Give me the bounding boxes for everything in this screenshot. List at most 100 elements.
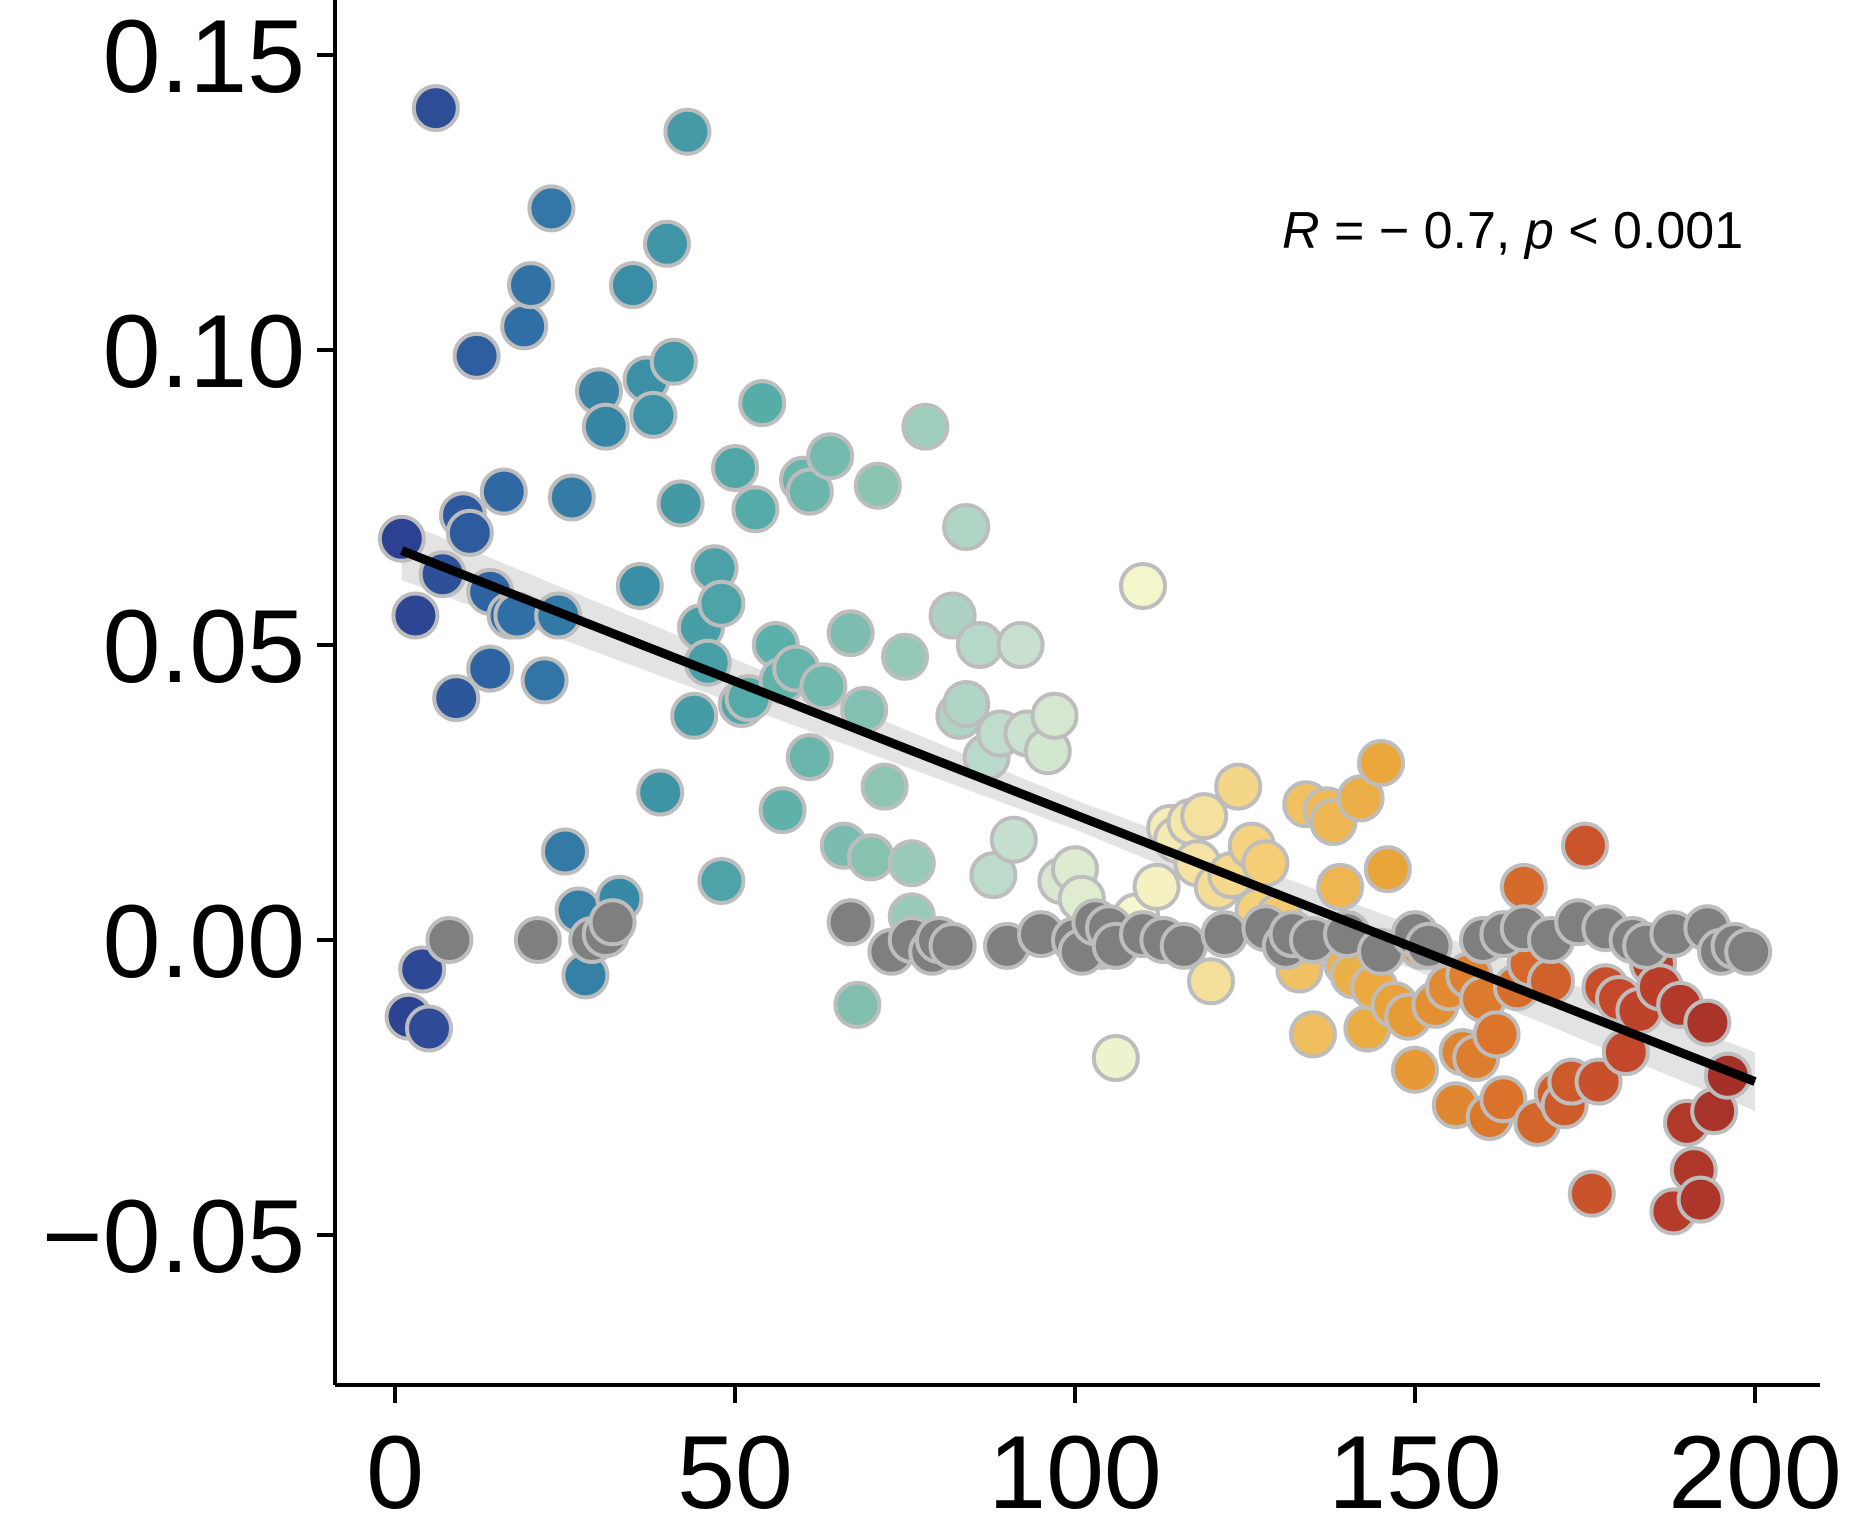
regression-line bbox=[400, 546, 1757, 1086]
data-point-gray bbox=[1724, 927, 1773, 976]
data-point bbox=[881, 632, 929, 681]
data-point bbox=[738, 379, 787, 428]
data-point-gray bbox=[425, 916, 474, 964]
data-point-gray bbox=[1159, 921, 1208, 970]
data-point bbox=[785, 733, 834, 782]
y-tick-label: 0.10 bbox=[103, 294, 305, 410]
data-point bbox=[833, 980, 882, 1029]
data-point bbox=[989, 815, 1038, 864]
data-point bbox=[547, 473, 596, 522]
regression-line-layer bbox=[400, 546, 1757, 1086]
data-point bbox=[520, 656, 569, 705]
correlation-annotation: R = − 0.7, p < 0.001 bbox=[1282, 202, 1743, 260]
y-tick-label: 0.15 bbox=[103, 0, 305, 115]
data-point-gray bbox=[826, 898, 875, 947]
data-point bbox=[1479, 1075, 1528, 1124]
data-point bbox=[452, 331, 501, 380]
data-point bbox=[826, 609, 875, 658]
data-point bbox=[541, 827, 589, 876]
data-point-gray bbox=[1200, 910, 1249, 959]
x-tick-label: 100 bbox=[988, 1415, 1162, 1522]
data-point bbox=[581, 402, 630, 451]
data-point bbox=[1363, 845, 1412, 894]
data-point bbox=[1472, 1010, 1521, 1059]
p-symbol: p bbox=[1523, 202, 1554, 260]
data-point bbox=[928, 591, 977, 640]
data-point bbox=[1187, 957, 1235, 1006]
data-point bbox=[507, 261, 555, 310]
data-point bbox=[901, 402, 950, 451]
data-point bbox=[853, 461, 902, 510]
data-point bbox=[1180, 792, 1229, 841]
data-point bbox=[643, 219, 691, 268]
data-point bbox=[411, 84, 460, 133]
data-point bbox=[1357, 739, 1405, 787]
data-point bbox=[656, 479, 705, 528]
data-point bbox=[432, 674, 481, 723]
data-point bbox=[1289, 1010, 1337, 1059]
data-point bbox=[1336, 774, 1385, 823]
data-point bbox=[1091, 1034, 1140, 1082]
data-point bbox=[500, 302, 549, 351]
data-point bbox=[1499, 862, 1548, 911]
data-point bbox=[391, 591, 440, 640]
data-point bbox=[969, 851, 1018, 900]
x-tick-label: 150 bbox=[1328, 1415, 1502, 1522]
data-point bbox=[799, 662, 848, 711]
x-tick-label: 0 bbox=[366, 1415, 424, 1522]
data-point bbox=[398, 945, 447, 994]
data-point bbox=[758, 786, 807, 835]
data-point bbox=[1391, 1045, 1439, 1094]
x-tick-label: 200 bbox=[1668, 1415, 1842, 1522]
data-point bbox=[1561, 821, 1609, 870]
data-point bbox=[887, 839, 936, 888]
data-point bbox=[479, 467, 528, 516]
data-point-gray bbox=[513, 916, 562, 964]
data-point bbox=[1676, 1175, 1725, 1224]
y-tick-label: 0.00 bbox=[103, 884, 305, 1000]
data-point bbox=[1132, 862, 1181, 911]
data-point bbox=[1574, 1057, 1623, 1106]
data-point bbox=[615, 562, 664, 610]
data-point bbox=[405, 1004, 453, 1053]
p-value: < 0.001 bbox=[1554, 202, 1743, 260]
data-point bbox=[1214, 762, 1263, 811]
data-point bbox=[1119, 562, 1167, 610]
data-point bbox=[955, 621, 1004, 669]
data-point bbox=[527, 184, 576, 233]
data-point bbox=[609, 261, 657, 310]
data-point bbox=[806, 432, 855, 481]
data-point bbox=[1683, 998, 1732, 1047]
r-symbol: R bbox=[1282, 202, 1320, 260]
data-point bbox=[860, 762, 909, 811]
data-point bbox=[629, 390, 678, 439]
data-point bbox=[663, 107, 712, 156]
data-point bbox=[697, 857, 746, 905]
data-point bbox=[636, 768, 685, 817]
y-tick-label: 0.05 bbox=[103, 589, 305, 705]
data-point bbox=[731, 485, 780, 534]
data-point bbox=[1567, 1169, 1616, 1218]
points-layer bbox=[377, 84, 1773, 1236]
data-point bbox=[1316, 862, 1365, 911]
data-point bbox=[670, 691, 719, 740]
data-point bbox=[377, 514, 426, 563]
data-point-gray bbox=[588, 898, 637, 947]
data-point bbox=[847, 833, 895, 882]
data-point bbox=[1030, 691, 1079, 740]
data-point bbox=[697, 579, 746, 628]
data-point bbox=[649, 337, 698, 386]
axes-layer: −0.05 0.00 0.05 0.10 0.15 0 50 100 150 200 bbox=[42, 0, 1842, 1522]
data-point-gray bbox=[928, 921, 977, 970]
y-tick-label: −0.05 bbox=[42, 1179, 305, 1295]
data-point bbox=[466, 644, 515, 693]
x-tick-label: 50 bbox=[677, 1415, 793, 1522]
data-point bbox=[942, 680, 991, 728]
data-point bbox=[942, 503, 991, 551]
data-point bbox=[996, 621, 1045, 669]
r-value: = − 0.7, bbox=[1320, 202, 1525, 260]
data-point bbox=[785, 467, 834, 516]
data-point bbox=[445, 508, 494, 557]
data-point bbox=[711, 444, 759, 492]
